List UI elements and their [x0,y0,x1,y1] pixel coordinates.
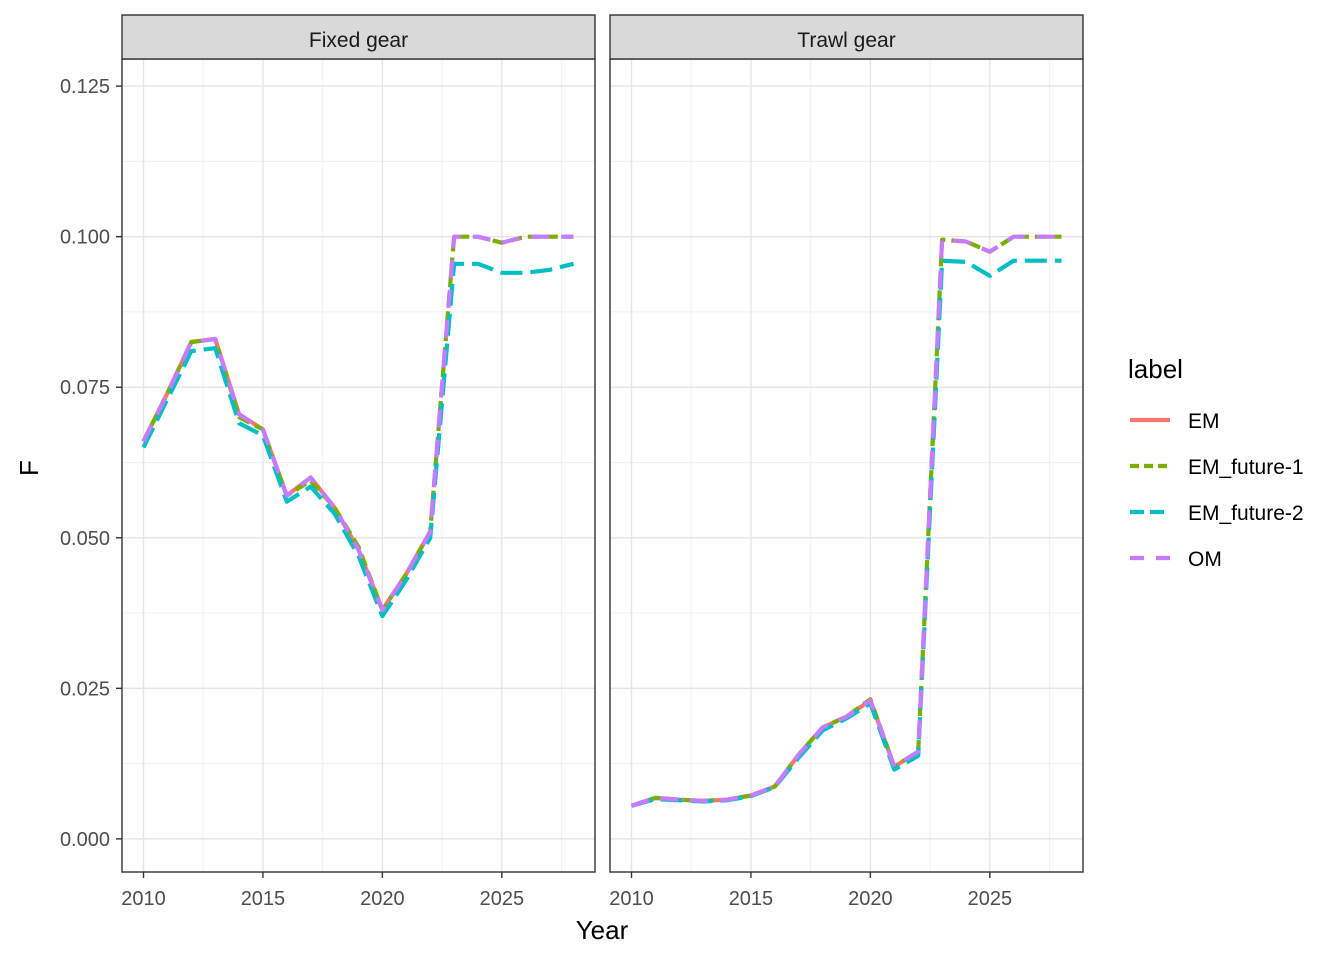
legend-label: EM_future-1 [1188,456,1304,479]
series-line-om [141,234,574,613]
y-tick-label: 0.025 [60,678,110,700]
legend-label: OM [1188,548,1222,571]
x-tick-label: 2015 [241,888,286,910]
panel-1: Trawl gear 2010 2015 2020 2025 [609,14,1084,910]
y-tick-label: 0.125 [60,76,110,98]
strip-label: Fixed gear [309,29,408,52]
panel-background [122,59,595,872]
x-tick-label: 2015 [729,888,774,910]
x-tick-label: 2010 [121,888,166,910]
strip-background [121,14,596,60]
y-tick-label: 0.100 [60,227,110,249]
strip-background [609,14,1084,60]
y-tick-label: 0.075 [60,377,110,399]
legend: label EM EM_future-1 EM_future-2 OM [1128,354,1304,571]
y-axis-title: F [14,460,44,476]
x-tick-label: 2020 [848,888,893,910]
series-line-em-future-2 [141,261,575,619]
y-tick-label: 0.000 [60,829,110,851]
strip-label: Trawl gear [797,29,895,52]
y-axis: 0.000 0.025 0.050 0.075 0.100 0.125 [60,76,122,851]
x-axis-title: Year [576,915,629,945]
x-tick-label: 2025 [968,888,1013,910]
legend-title: label [1128,354,1183,384]
x-tick-label: 2025 [480,888,525,910]
series-line-om [630,234,1062,808]
legend-label: EM_future-2 [1188,502,1304,525]
panel-0: Fixed gear 2010 2015 2020 2025 [121,14,596,910]
x-tick-label: 2010 [609,888,654,910]
panel-background [610,59,1083,872]
x-tick-label: 2020 [360,888,405,910]
y-tick-label: 0.050 [60,528,110,550]
legend-label: EM [1188,410,1220,433]
panels: Fixed gear 2010 2015 2020 2025 Trawl gear 2010… [121,14,1084,910]
